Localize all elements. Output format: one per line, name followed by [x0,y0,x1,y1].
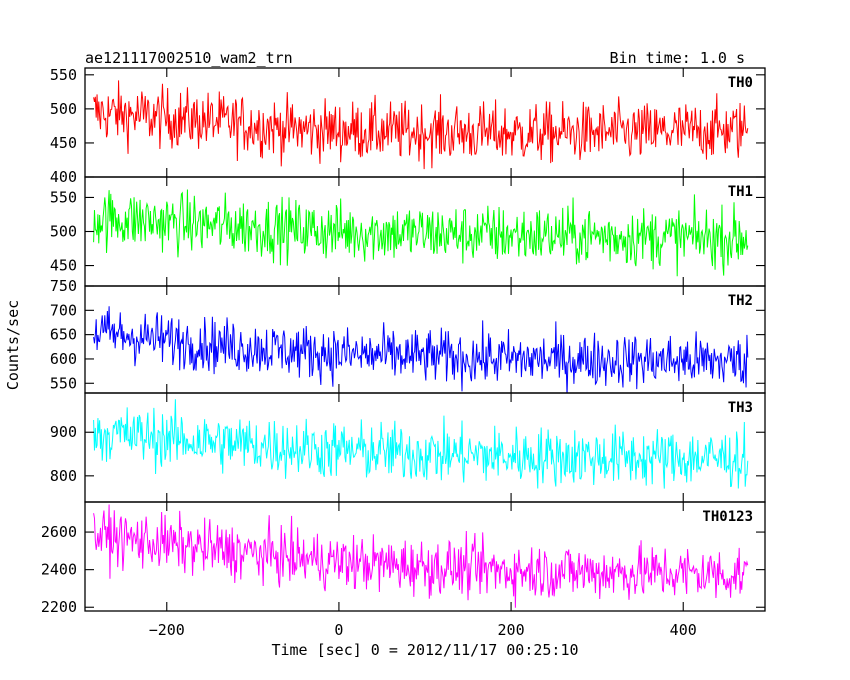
series-line-th0123 [93,504,749,608]
y-tick-label: 450 [50,134,77,152]
panels-group: 400 450 500 550 TH0 450 500 550 TH1 550 600 650 700 7… [41,66,766,639]
x-tick-label: 200 [498,621,525,639]
panel-th1: 450 500 550 TH1 [50,176,766,287]
bin-time-label: Bin time: 1.0 s [610,49,745,67]
panel-frame [84,501,766,612]
x-tick-label: −200 [149,621,185,639]
y-axis-label: Counts/sec [4,300,22,390]
series-line-th2 [93,306,749,393]
panel-th2: 550 600 650 700 750 TH2 [50,277,766,394]
y-tick-label: 550 [50,374,77,392]
series-label-th0123: TH0123 [702,509,753,525]
series-line-th3 [93,399,749,489]
y-tick-label: 600 [50,350,77,368]
y-tick-label: 500 [50,223,77,241]
y-tick-label: 700 [50,301,77,319]
chart-title: ae121117002510_wam2_trn [85,49,293,67]
x-tick-label: 400 [670,621,697,639]
y-tick-label: 800 [50,467,77,485]
y-tick-label: 900 [50,423,77,441]
y-tick-label: 2200 [41,598,77,616]
y-tick-label: 450 [50,257,77,275]
panel-frame [84,285,766,394]
x-axis-label: Time [sec] 0 = 2012/11/17 00:25:10 [271,641,578,659]
y-tick-label: 550 [50,66,77,84]
y-tick-label: 2600 [41,523,77,541]
series-label-th1: TH1 [728,184,753,200]
series-line-th0 [93,80,749,170]
panel-th0: 400 450 500 550 TH0 [50,66,766,186]
y-tick-label: 2400 [41,561,77,579]
y-tick-label: 400 [50,168,77,186]
y-tick-label: 750 [50,277,77,295]
panel-th0123: 2200 2400 2600 TH0123 [41,501,766,616]
y-tick-label: 550 [50,188,77,206]
series-label-th2: TH2 [728,293,753,309]
panel-th3: 800 900 TH3 [50,392,766,503]
series-line-th1 [93,189,749,277]
y-tick-label: 650 [50,326,77,344]
series-label-th0: TH0 [728,75,753,91]
series-label-th3: TH3 [728,400,753,416]
x-tick-label: 0 [334,621,343,639]
y-tick-label: 500 [50,100,77,118]
